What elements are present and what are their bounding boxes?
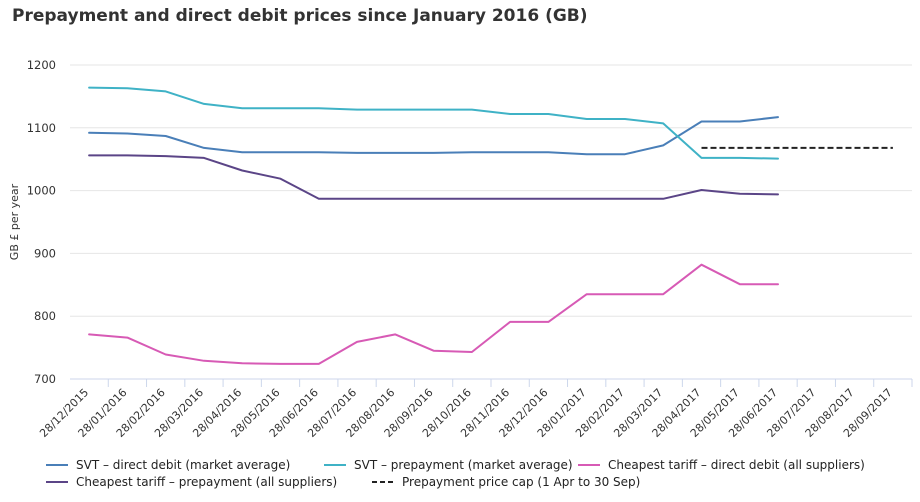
legend-label: SVT – direct debit (market average) — [76, 458, 290, 472]
legend-item[interactable]: Prepayment price cap (1 Apr to 30 Sep) — [372, 475, 640, 489]
y-tick-label: 1100 — [27, 121, 56, 135]
series-line-4 — [88, 154, 779, 200]
series-line-1 — [88, 116, 779, 156]
y-tick-label: 1000 — [27, 184, 56, 198]
legend-label: Prepayment price cap (1 Apr to 30 Sep) — [402, 475, 640, 489]
y-tick-label: 700 — [34, 372, 56, 386]
y-axis-label: GB £ per year — [8, 183, 21, 260]
y-tick-label: 1200 — [27, 58, 56, 72]
legend-item[interactable]: SVT – prepayment (market average) — [324, 458, 573, 472]
legend-label: Cheapest tariff – direct debit (all supp… — [608, 458, 865, 472]
legend-item[interactable]: SVT – direct debit (market average) — [46, 458, 290, 472]
legend-item[interactable]: Cheapest tariff – direct debit (all supp… — [578, 458, 865, 472]
series-line-2 — [88, 86, 779, 160]
chart-title: Prepayment and direct debit prices since… — [12, 6, 588, 26]
legend-label: SVT – prepayment (market average) — [354, 458, 573, 472]
y-tick-label: 800 — [34, 309, 56, 323]
legend-label: Cheapest tariff – prepayment (all suppli… — [76, 475, 337, 489]
series-line-3 — [88, 263, 779, 365]
legend-item[interactable]: Cheapest tariff – prepayment (all suppli… — [46, 475, 337, 489]
y-tick-label: 900 — [34, 246, 56, 260]
